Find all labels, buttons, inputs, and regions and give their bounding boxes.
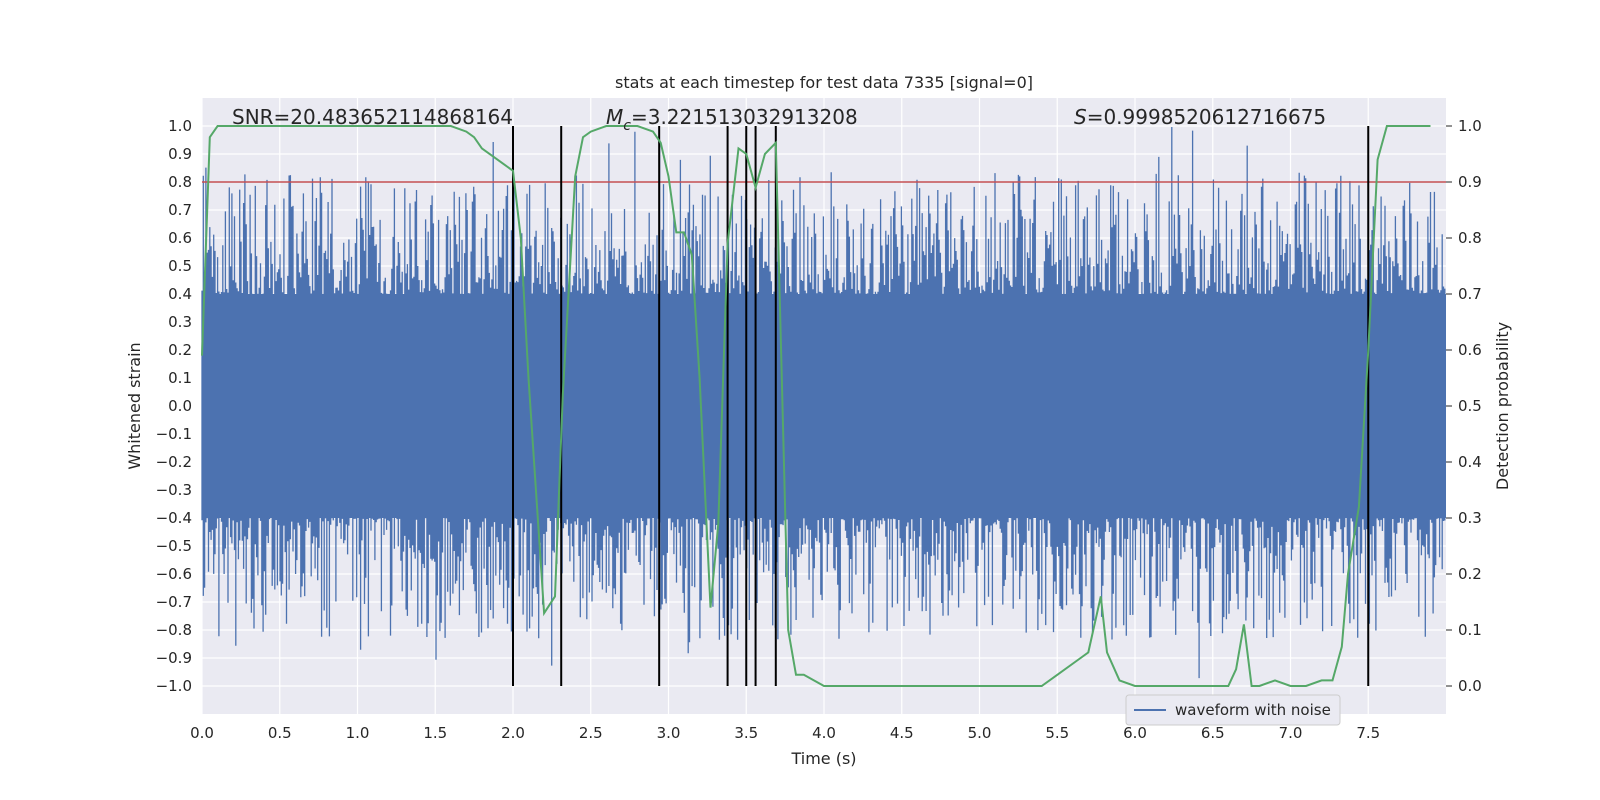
score-symbol: S <box>1074 105 1087 129</box>
y-left-tick-label: −0.3 <box>156 481 192 499</box>
y-right-tick-label: 0.3 <box>1458 509 1482 527</box>
y-left-tick-label: −0.4 <box>156 509 192 527</box>
y-left-tick-label: −0.1 <box>156 425 192 443</box>
y-left-tick-label: 0.0 <box>168 397 192 415</box>
y-right-tick-label: 0.7 <box>1458 285 1482 303</box>
x-tick-label: 1.0 <box>346 724 370 742</box>
y-left-tick-label: 0.8 <box>168 173 192 191</box>
y-left-tick-label: 1.0 <box>168 117 192 135</box>
y-left-tick-label: −0.7 <box>156 593 192 611</box>
y-left-tick-label: −1.0 <box>156 677 192 695</box>
chart-title: stats at each timestep for test data 733… <box>615 73 1033 92</box>
y-right-tick-label: 0.8 <box>1458 229 1482 247</box>
y-left-tick-label: 0.2 <box>168 341 192 359</box>
x-tick-label: 7.5 <box>1356 724 1380 742</box>
x-tick-label: 4.0 <box>812 724 836 742</box>
y-left-tick-label: 0.1 <box>168 369 192 387</box>
y-right-tick-label: 0.6 <box>1458 341 1482 359</box>
y-right-tick-label: 0.2 <box>1458 565 1482 583</box>
chirp-mass-subscript: c <box>623 118 631 134</box>
legend-box <box>1125 694 1341 726</box>
vertical-markers <box>512 126 1370 686</box>
legend: waveform with noise <box>1125 694 1341 726</box>
y-left-tick-label: −0.9 <box>156 649 192 667</box>
x-tick-label: 6.5 <box>1201 724 1225 742</box>
chirp-mass-value: =3.221513032913208 <box>631 105 858 129</box>
score-value: =0.9998520612716675 <box>1087 105 1326 129</box>
y-left-tick-label: 0.9 <box>168 145 192 163</box>
x-tick-label: 7.0 <box>1279 724 1303 742</box>
x-tick-label: 5.5 <box>1045 724 1069 742</box>
x-tick-label: 0.0 <box>190 724 214 742</box>
legend-waveform-label: waveform with noise <box>1175 701 1331 719</box>
snr-annotation: SNR=20.483652114868164 <box>232 105 513 129</box>
y-axis-label-right: Detection probability <box>1493 322 1512 490</box>
y-left-tick-label: 0.3 <box>168 313 192 331</box>
x-tick-label: 6.0 <box>1123 724 1147 742</box>
detection-probability-line <box>201 125 1431 687</box>
y-right-tick-label: 0.0 <box>1458 677 1482 695</box>
x-tick-label: 2.0 <box>501 724 525 742</box>
x-axis-label: Time (s) <box>790 749 856 768</box>
y-left-axis-ticks: 1.0 0.9 0.8 0.7 0.6 0.5 0.4 0.3 0.2 0.1 0.0 −0.1 −0.… <box>156 117 192 695</box>
y-left-tick-label: 0.7 <box>168 201 192 219</box>
y-left-tick-label: −0.8 <box>156 621 192 639</box>
x-tick-label: 2.5 <box>579 724 603 742</box>
y-left-tick-label: 0.5 <box>168 257 192 275</box>
x-tick-label: 3.5 <box>734 724 758 742</box>
x-tick-label: 0.5 <box>268 724 292 742</box>
y-left-tick-label: 0.6 <box>168 229 192 247</box>
waveform-noise-path <box>201 127 1446 679</box>
x-tick-label: 4.5 <box>890 724 914 742</box>
detection-probability-series <box>201 125 1431 687</box>
y-right-tick-label: 0.5 <box>1458 397 1482 415</box>
chirp-mass-symbol: M <box>606 105 623 129</box>
y-left-tick-label: −0.5 <box>156 537 192 555</box>
y-right-tick-label: 1.0 <box>1458 117 1482 135</box>
chirp-mass-annotation: Mc=3.221513032913208 <box>606 105 858 134</box>
y-left-tick-label: 0.4 <box>168 285 192 303</box>
x-axis-ticks: 0.0 0.5 1.0 1.5 2.0 2.5 3.0 3.5 4.0 4.5 5.0 5.5 6.0 6… <box>190 724 1380 742</box>
x-tick-label: 3.0 <box>657 724 681 742</box>
y-left-tick-label: −0.2 <box>156 453 192 471</box>
x-tick-label: 5.0 <box>968 724 992 742</box>
y-right-tick-label: 0.4 <box>1458 453 1482 471</box>
y-right-tick-label: 0.9 <box>1458 173 1482 191</box>
x-tick-label: 1.5 <box>423 724 447 742</box>
score-annotation: S=0.9998520612716675 <box>1074 105 1326 129</box>
y-right-axis-ticks: 1.0 0.9 0.8 0.7 0.6 0.5 0.4 0.3 0.2 0.1 0.0 <box>1446 117 1482 695</box>
y-right-tick-label: 0.1 <box>1458 621 1482 639</box>
y-axis-label-left: Whitened strain <box>125 342 144 469</box>
waveform-with-noise-series <box>201 127 1446 679</box>
y-left-tick-label: −0.6 <box>156 565 192 583</box>
